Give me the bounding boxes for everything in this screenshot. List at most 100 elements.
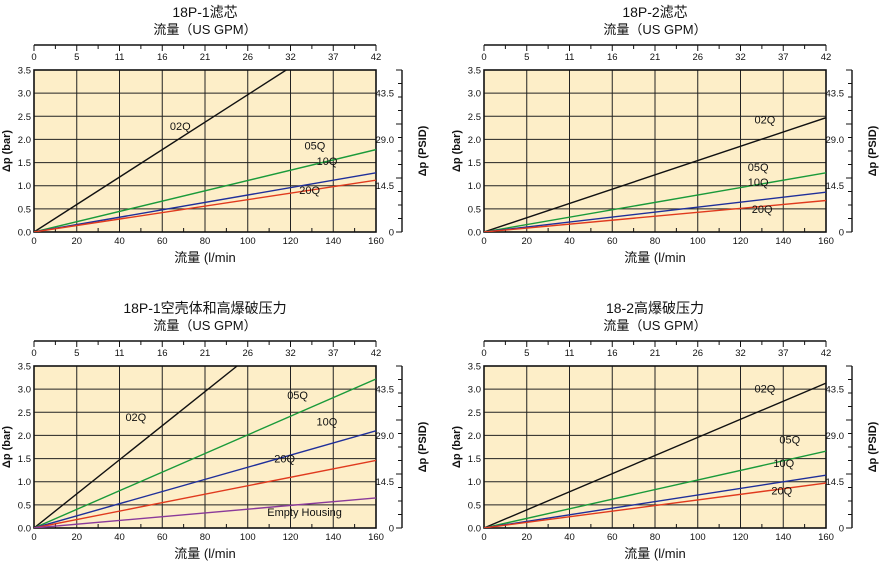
- top-tick-label: 11: [115, 52, 125, 63]
- y-tick-label: 3.5: [468, 66, 481, 77]
- top-tick-label: 37: [778, 348, 789, 359]
- y-tick-label: 2.5: [468, 408, 481, 419]
- top-tick-label: 42: [371, 52, 382, 63]
- y-axis-title-right: Δp (PSID): [417, 125, 429, 176]
- x-tick-label: 120: [283, 532, 299, 543]
- top-tick-label: 42: [371, 348, 382, 359]
- chart-panel-1: 0 5 11 16 21 26 32 37 42 0 20 40 60 80 100 120 140 160 0.0…: [1, 4, 429, 265]
- series-label-20q: 20Q: [771, 485, 792, 497]
- series-label-05q: 05Q: [748, 162, 769, 174]
- y-axis-title-right: Δp (PSID): [867, 421, 879, 472]
- x-tick-label: 140: [775, 532, 791, 543]
- series-line-20q: [34, 179, 376, 232]
- x-axis-title: 流量 (l/min: [174, 250, 235, 265]
- x-tick-label: 40: [564, 236, 575, 247]
- right-tick-label: 14.5: [376, 477, 395, 488]
- series-label-05q: 05Q: [305, 140, 326, 152]
- y-tick-label: 0.5: [18, 204, 31, 215]
- series-line-02q: [484, 117, 826, 232]
- x-tick-label: 20: [71, 236, 82, 247]
- y-axis-title-right: Δp (PSID): [867, 125, 879, 176]
- y-tick-label: 0.0: [18, 524, 31, 535]
- top-tick-label: 26: [692, 52, 703, 63]
- x-tick-label: 140: [325, 236, 341, 247]
- chart-title: 18P-2滤芯: [622, 4, 687, 20]
- top-tick-label: 16: [157, 348, 168, 359]
- top-tick-label: 26: [692, 348, 703, 359]
- x-tick-label: 140: [775, 236, 791, 247]
- series-label-20q: 20Q: [299, 185, 320, 197]
- x-tick-label: 100: [690, 236, 706, 247]
- y-axis-title: Δp (bar): [451, 426, 463, 468]
- right-tick-label: 29.0: [826, 135, 845, 146]
- top-tick-label: 26: [242, 52, 253, 63]
- series-line-10q: [484, 474, 826, 528]
- series-label-02q: 02Q: [755, 384, 776, 396]
- top-tick-label: 5: [524, 52, 529, 63]
- x-tick-label: 160: [818, 532, 834, 543]
- series-line-05q: [484, 450, 826, 528]
- y-tick-label: 0.0: [468, 524, 481, 535]
- series-line-02q: [484, 382, 826, 528]
- y-tick-label: 1.0: [468, 477, 481, 488]
- series-line-20q: [484, 482, 826, 528]
- y-tick-label: 1.5: [18, 158, 31, 169]
- x-tick-label: 0: [481, 236, 486, 247]
- series-label-02q: 02Q: [170, 121, 191, 133]
- top-tick-label: 21: [650, 348, 661, 359]
- x-tick-label: 160: [368, 532, 384, 543]
- y-tick-label: 0.5: [468, 204, 481, 215]
- x-tick-label: 100: [240, 532, 256, 543]
- series-label-05q: 05Q: [779, 434, 800, 446]
- right-tick-label: 0: [839, 524, 844, 535]
- x-tick-label: 80: [650, 236, 661, 247]
- x-tick-label: 40: [114, 236, 125, 247]
- right-tick-label: 43.5: [826, 385, 845, 396]
- series-line-empty-housing: [34, 497, 376, 528]
- x-tick-label: 120: [733, 236, 749, 247]
- y-tick-label: 1.5: [18, 454, 31, 465]
- series-label-10q: 10Q: [317, 417, 338, 429]
- x-tick-label: 60: [157, 236, 168, 247]
- x-tick-label: 20: [521, 532, 532, 543]
- series-label-empty-housing: Empty Housing: [267, 507, 342, 519]
- right-tick-label: 29.0: [376, 431, 395, 442]
- top-tick-label: 11: [565, 52, 575, 63]
- y-tick-label: 3.0: [468, 89, 481, 100]
- top-tick-label: 5: [74, 348, 79, 359]
- x-tick-label: 120: [733, 532, 749, 543]
- top-tick-label: 0: [31, 52, 36, 63]
- x-tick-label: 120: [283, 236, 299, 247]
- y-tick-label: 2.5: [18, 408, 31, 419]
- chart-title: 18-2高爆破压力: [606, 300, 704, 316]
- x-tick-label: 100: [690, 532, 706, 543]
- right-tick-label: 29.0: [376, 135, 395, 146]
- plot-frame: [483, 365, 827, 529]
- top-tick-label: 37: [328, 348, 339, 359]
- top-tick-label: 32: [285, 348, 296, 359]
- series-line-05q: [34, 148, 376, 232]
- top-tick-label: 21: [650, 52, 661, 63]
- x-tick-label: 0: [31, 236, 36, 247]
- y-tick-label: 2.0: [468, 431, 481, 442]
- y-tick-label: 0.0: [18, 228, 31, 239]
- top-tick-label: 42: [821, 348, 832, 359]
- top-tick-label: 37: [778, 52, 789, 63]
- y-tick-label: 2.5: [18, 112, 31, 123]
- y-tick-label: 2.5: [468, 112, 481, 123]
- y-tick-label: 0.5: [468, 500, 481, 511]
- x-tick-label: 160: [818, 236, 834, 247]
- top-tick-label: 11: [565, 348, 575, 359]
- y-tick-label: 1.0: [18, 181, 31, 192]
- top-tick-label: 11: [115, 348, 125, 359]
- top-tick-label: 16: [607, 348, 618, 359]
- top-tick-label: 5: [524, 348, 529, 359]
- top-tick-label: 0: [31, 348, 36, 359]
- y-tick-label: 0.5: [18, 500, 31, 511]
- y-tick-label: 1.0: [468, 181, 481, 192]
- top-axis-title: 流量（US GPM）: [603, 318, 706, 333]
- plot-frame: [483, 69, 827, 233]
- series-line-05q: [484, 172, 826, 232]
- series-line-05q: [34, 378, 376, 528]
- x-axis-title: 流量 (l/min: [624, 546, 685, 561]
